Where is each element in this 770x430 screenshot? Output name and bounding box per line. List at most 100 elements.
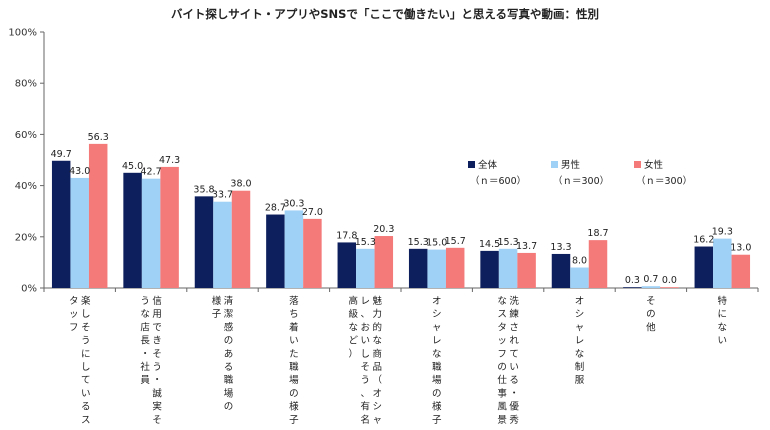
data-label: 0.3 bbox=[625, 275, 640, 286]
category-char: 秀 bbox=[509, 414, 519, 426]
category-char: 力 bbox=[373, 308, 383, 320]
category-char: フ bbox=[497, 349, 507, 360]
data-label: 17.8 bbox=[336, 230, 357, 241]
bar bbox=[284, 210, 304, 288]
y-tick-label: 0% bbox=[21, 284, 37, 295]
category-char: ッ bbox=[69, 309, 79, 320]
bar bbox=[445, 247, 465, 288]
category-char: 有 bbox=[361, 401, 371, 413]
data-label: 33.7 bbox=[212, 190, 233, 201]
category-char: 制 bbox=[575, 361, 585, 373]
category-char: そ bbox=[646, 296, 656, 307]
category-char: 、 bbox=[361, 388, 371, 399]
category-char: 、 bbox=[361, 428, 371, 430]
category-char: な bbox=[140, 309, 150, 320]
data-label: 56.3 bbox=[88, 132, 109, 143]
category-char: そ bbox=[152, 415, 162, 426]
category-char: 用 bbox=[152, 309, 162, 320]
category-char: タ bbox=[69, 296, 79, 307]
data-label: 35.8 bbox=[193, 184, 214, 195]
category-char: 風 bbox=[497, 402, 507, 413]
legend-swatch bbox=[634, 161, 641, 168]
bar bbox=[374, 236, 394, 288]
category-char: 清 bbox=[224, 295, 234, 307]
bar bbox=[141, 178, 161, 288]
data-label: 15.0 bbox=[426, 238, 447, 249]
category-char: タ bbox=[497, 322, 507, 333]
category-char: る bbox=[81, 402, 91, 413]
bar bbox=[213, 201, 232, 288]
bar bbox=[70, 177, 89, 288]
y-tick-label: 80% bbox=[15, 79, 37, 90]
data-label: 8.0 bbox=[572, 256, 587, 267]
bar bbox=[641, 286, 661, 288]
category-char: う bbox=[152, 362, 162, 373]
category-char: シ bbox=[575, 309, 585, 320]
bar bbox=[194, 196, 214, 288]
bar bbox=[694, 246, 714, 288]
y-tick-label: 100% bbox=[8, 28, 37, 39]
category-char: 的 bbox=[373, 321, 383, 333]
y-tick-label: 20% bbox=[15, 232, 37, 243]
legend-swatch bbox=[468, 161, 475, 168]
category-char: 魅 bbox=[373, 295, 383, 307]
category-char: 洗 bbox=[509, 295, 519, 307]
category-char: オ bbox=[432, 296, 442, 307]
category-char: 場 bbox=[289, 374, 299, 386]
category-char: な bbox=[373, 336, 383, 347]
data-label: 19.3 bbox=[712, 227, 733, 238]
category-char: し bbox=[81, 362, 91, 373]
category-char: 長 bbox=[140, 336, 150, 347]
data-label: 18.7 bbox=[587, 228, 608, 239]
category-char: き bbox=[152, 336, 162, 347]
data-label: 42.7 bbox=[141, 167, 162, 178]
data-label: 13.7 bbox=[516, 241, 537, 252]
bar bbox=[88, 143, 108, 288]
data-label: 13.0 bbox=[730, 243, 751, 254]
category-char: ャ bbox=[432, 322, 442, 333]
category-char: 店 bbox=[140, 321, 150, 333]
category-char: 員 bbox=[140, 375, 150, 386]
category-char: 、 bbox=[361, 309, 371, 320]
data-label: 28.7 bbox=[265, 203, 286, 214]
category-char: な bbox=[349, 322, 359, 333]
bar bbox=[498, 248, 518, 288]
legend-n: （ｎ＝300） bbox=[636, 175, 692, 187]
category-char: な bbox=[718, 322, 728, 333]
category-char: （ bbox=[373, 374, 383, 386]
category-char: う bbox=[361, 375, 371, 386]
category-char: い bbox=[509, 362, 519, 373]
legend-n: （ｎ＝300） bbox=[553, 175, 609, 187]
bar bbox=[231, 190, 251, 288]
category-char: 様 bbox=[212, 295, 222, 307]
data-label: 0.0 bbox=[662, 275, 677, 286]
category-char: ど bbox=[349, 336, 359, 347]
category-char: ） bbox=[349, 348, 359, 360]
bar bbox=[160, 166, 179, 288]
category-char: シ bbox=[432, 309, 442, 320]
category-char: 仕 bbox=[497, 374, 507, 386]
category-char: 子 bbox=[289, 415, 299, 426]
chart-title: バイト探しサイト・アプリやSNSで「ここで働きたい」と思える写真や動画：性別 bbox=[171, 7, 599, 21]
bar bbox=[123, 172, 142, 288]
data-label: 38.0 bbox=[230, 179, 251, 190]
category-char: ち bbox=[289, 309, 299, 320]
category-char: う bbox=[140, 296, 150, 307]
category-char: 子 bbox=[212, 309, 222, 320]
category-char: ス bbox=[497, 309, 507, 320]
category-char: 名 bbox=[361, 414, 371, 426]
bar bbox=[427, 249, 446, 288]
bar bbox=[517, 252, 536, 288]
category-char: の bbox=[432, 388, 442, 399]
category-char: れ bbox=[509, 336, 519, 347]
data-label: 27.0 bbox=[302, 207, 323, 218]
data-label: 15.3 bbox=[408, 237, 429, 248]
